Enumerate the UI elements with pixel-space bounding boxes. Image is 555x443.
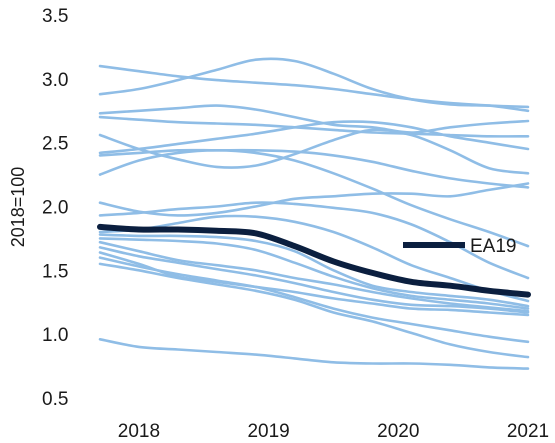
series-line-19 <box>98 338 530 370</box>
series-line-12 <box>98 233 530 308</box>
y-tick-label: 2.0 <box>42 198 68 219</box>
y-tick-label: 0.5 <box>42 389 68 410</box>
legend-label-ea19: EA19 <box>470 236 516 257</box>
series-line-5 <box>98 128 530 175</box>
series-line-14 <box>98 240 530 313</box>
series-line-17 <box>98 256 530 344</box>
x-tick-label: 2021 <box>507 421 549 442</box>
series-line-11 <box>98 214 530 303</box>
legend: EA19 <box>403 236 516 257</box>
series-line-15 <box>98 246 530 314</box>
series-line-13 <box>98 237 530 310</box>
y-tick-label: 2.5 <box>42 134 68 155</box>
series-line-ea19 <box>97 223 531 298</box>
series-line-7 <box>98 148 530 189</box>
series-line-16 <box>98 251 530 317</box>
y-axis-ticks: 3.5 3.0 2.5 2.0 1.5 1.0 0.5 <box>42 6 68 410</box>
highlight-series-group <box>97 223 531 298</box>
y-tick-label: 1.0 <box>42 325 68 346</box>
y-tick-label: 1.5 <box>42 261 68 282</box>
x-tick-label: 2019 <box>247 421 289 442</box>
series-line-18 <box>98 262 530 359</box>
y-axis-label: 2018=100 <box>8 167 28 248</box>
series-line-9 <box>98 182 530 217</box>
x-axis-ticks: 2018 2019 2020 2021 <box>118 421 549 442</box>
x-tick-label: 2018 <box>118 421 160 442</box>
x-tick-label: 2020 <box>377 421 419 442</box>
y-tick-label: 3.0 <box>42 70 68 91</box>
series-line-4 <box>98 115 530 138</box>
series-line-6 <box>98 120 530 155</box>
series-line-8 <box>98 149 530 248</box>
series-line-2 <box>98 57 530 109</box>
background-series-group <box>98 57 530 370</box>
y-tick-label: 3.5 <box>42 6 68 27</box>
series-line-3 <box>98 104 530 134</box>
